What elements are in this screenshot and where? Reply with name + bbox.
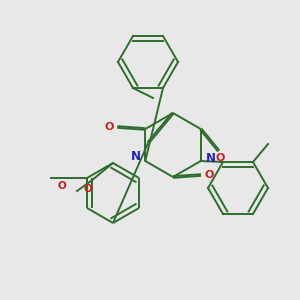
Text: N: N xyxy=(206,152,216,166)
Text: O: O xyxy=(58,181,66,191)
Text: N: N xyxy=(131,151,141,164)
Text: O: O xyxy=(215,153,224,163)
Text: O: O xyxy=(204,170,214,180)
Text: O: O xyxy=(105,122,114,132)
Text: O: O xyxy=(84,184,92,194)
